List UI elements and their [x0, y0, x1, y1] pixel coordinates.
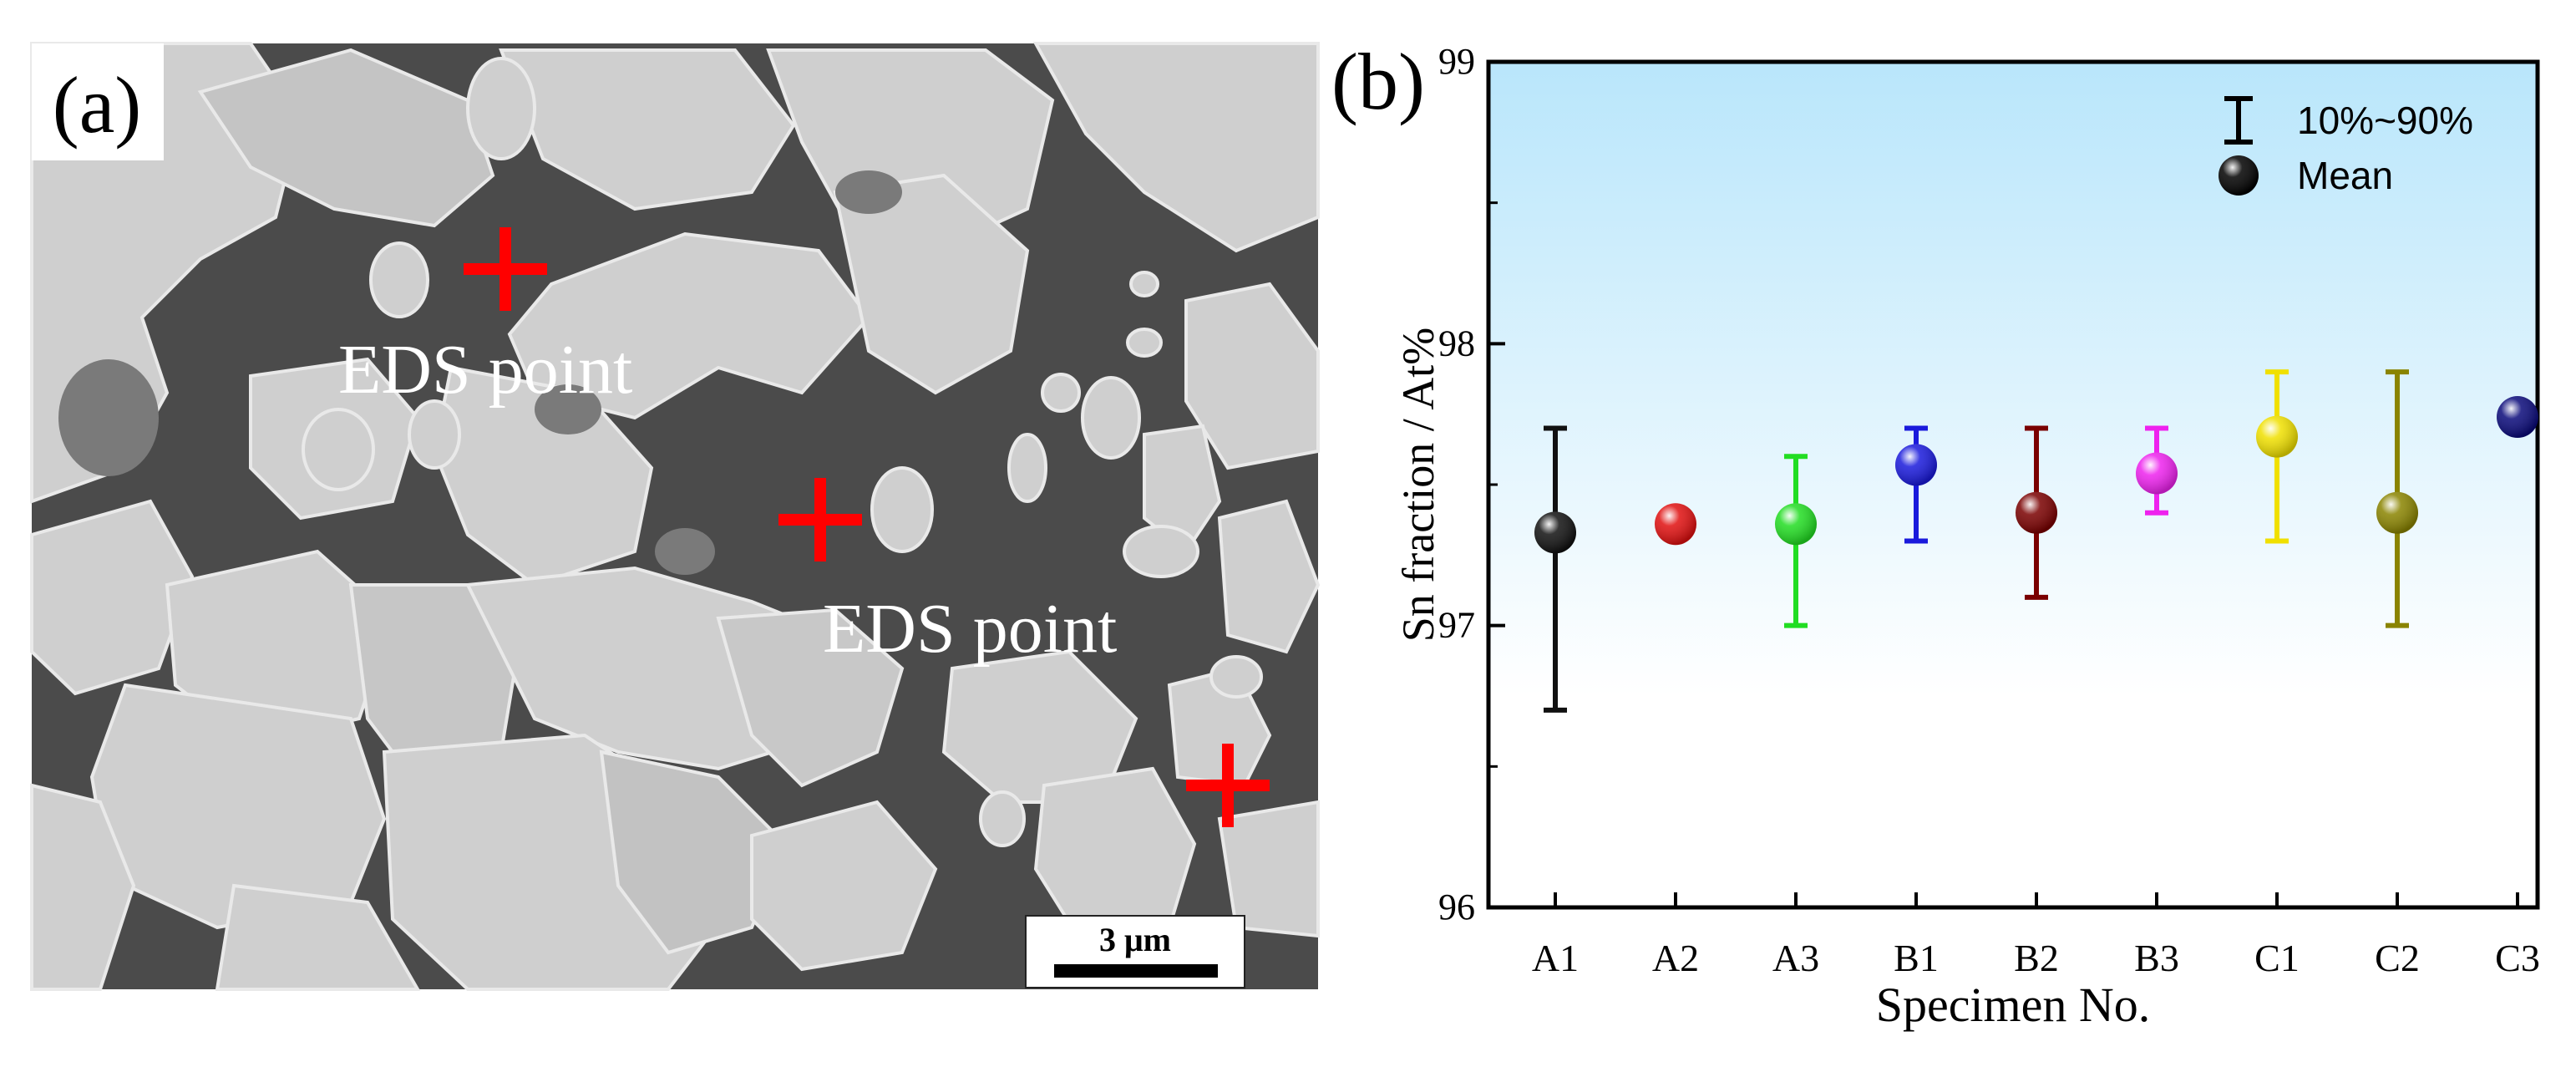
legend-label-mean: Mean	[2297, 154, 2393, 197]
data-point-b1	[1895, 425, 1937, 544]
x-axis-label: Specimen No.	[1876, 978, 2151, 1032]
data-point-c2	[2376, 369, 2418, 628]
x-tick-label: B2	[2014, 937, 2059, 979]
legend-mean-swatch	[2219, 155, 2259, 196]
mean-marker-highlight	[2256, 415, 2298, 458]
micrograph-grains	[30, 42, 1321, 991]
panel-a-label: (a)	[53, 60, 142, 150]
sem-micrograph-panel: (a) EDS point EDS point 3 μm	[30, 42, 1321, 991]
x-tick-label: C2	[2375, 937, 2420, 979]
data-point-a3	[1775, 454, 1817, 628]
mean-marker-highlight	[1895, 444, 1937, 486]
data-point-b2	[2016, 425, 2057, 600]
data-point-a1	[1534, 425, 1576, 713]
x-tick-label: C3	[2495, 937, 2540, 979]
scale-bar-label: 3 μm	[1099, 921, 1171, 958]
x-tick-label: B1	[1894, 937, 1939, 979]
y-axis-label: Sn fraction / At%	[1393, 328, 1443, 642]
legend-error-bar-swatch	[2224, 96, 2253, 145]
plot-area	[1486, 59, 2540, 910]
data-point-a2	[1655, 503, 1696, 546]
y-tick-label: 97	[1438, 605, 1475, 646]
x-tick-label: B3	[2134, 937, 2179, 979]
mean-marker-highlight	[2016, 491, 2057, 534]
eds-markers	[464, 227, 1270, 827]
x-axis: A1 A2 A3 B1 B2 B3 C1 C2 C3	[1532, 892, 2540, 979]
y-tick-label: 99	[1438, 41, 1475, 82]
x-tick-label: A1	[1532, 937, 1579, 979]
mean-marker-highlight	[1534, 511, 1576, 554]
eds-marker-2	[778, 478, 862, 561]
eds-label-1: EDS point	[338, 331, 632, 409]
data-point-c1	[2256, 369, 2298, 544]
y-tick-label: 96	[1438, 887, 1475, 927]
panel-b-label: (b)	[1331, 37, 1425, 126]
mean-marker-highlight	[1655, 503, 1696, 546]
x-tick-label: C1	[2254, 937, 2300, 979]
data-point-b3	[2136, 425, 2178, 516]
eds-marker-1	[464, 227, 547, 311]
scale-bar: 3 μm	[1025, 915, 1245, 988]
y-tick-label: 98	[1438, 323, 1475, 363]
eds-marker-3	[1186, 744, 1270, 827]
micrograph-inclusions	[58, 170, 902, 575]
data-point-c3	[2497, 396, 2538, 439]
mean-marker-highlight	[2376, 491, 2418, 534]
x-tick-label: A2	[1652, 937, 1699, 979]
legend-label-range: 10%~90%	[2297, 99, 2473, 142]
data-marks	[1534, 369, 2538, 713]
chart-panel: (b) 96 97 98 99 A1 A2 A3 B1 B2 B3 C1 C2 C3 Sn fract…	[1331, 37, 2540, 1032]
x-tick-label: A3	[1772, 937, 1819, 979]
mean-marker-highlight	[1775, 503, 1817, 546]
panel-a-label-box	[32, 43, 164, 160]
eds-label-2: EDS point	[823, 590, 1117, 668]
legend: 10%~90% Mean	[2219, 96, 2473, 197]
mean-marker-highlight	[2136, 452, 2178, 495]
mean-marker-highlight	[2497, 396, 2538, 439]
y-axis: 96 97 98 99	[1438, 41, 1505, 927]
